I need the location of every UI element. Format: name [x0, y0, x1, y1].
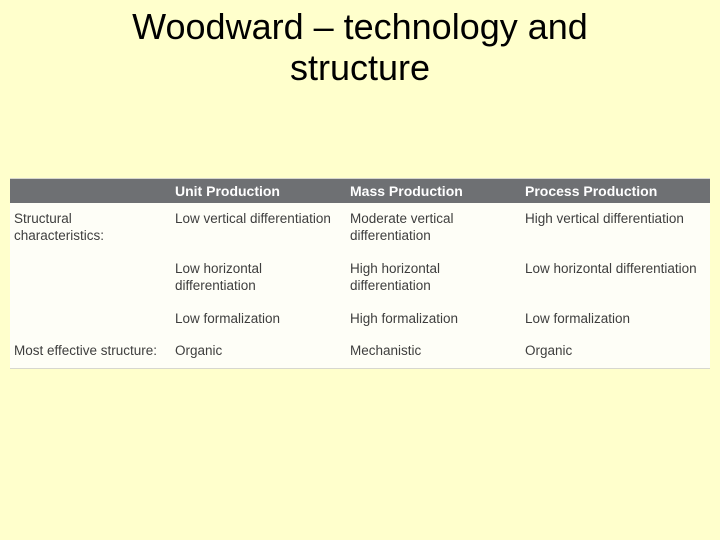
header-process: Process Production	[521, 179, 710, 203]
slide-title: Woodward – technology and structure	[0, 0, 720, 89]
header-mass: Mass Production	[346, 179, 521, 203]
table-row: Low formalization High formalization Low…	[10, 303, 710, 336]
table-row: Low horizontal differentiation High hori…	[10, 253, 710, 303]
row-label-empty	[10, 303, 171, 336]
cell: High horizontal differentiation	[346, 253, 521, 303]
row-label-empty	[10, 253, 171, 303]
table-container: Unit Production Mass Production Process …	[10, 178, 710, 369]
cell: High formalization	[346, 303, 521, 336]
cell: Low formalization	[171, 303, 346, 336]
header-unit: Unit Production	[171, 179, 346, 203]
woodward-table: Unit Production Mass Production Process …	[10, 179, 710, 369]
row-label-effective: Most effective structure:	[10, 335, 171, 368]
cell: Low horizontal differentiation	[521, 253, 710, 303]
header-blank	[10, 179, 171, 203]
cell: Organic	[521, 335, 710, 368]
cell: Mechanistic	[346, 335, 521, 368]
table-row: Most effective structure: Organic Mechan…	[10, 335, 710, 368]
title-line-1: Woodward – technology and	[132, 6, 588, 47]
slide: Woodward – technology and structure Unit…	[0, 0, 720, 540]
table-row: Structural characteristics: Low vertical…	[10, 203, 710, 253]
cell: Low vertical differentiation	[171, 203, 346, 253]
cell: Moderate vertical differentiation	[346, 203, 521, 253]
title-line-2: structure	[290, 47, 430, 88]
cell: High vertical differentiation	[521, 203, 710, 253]
cell: Organic	[171, 335, 346, 368]
cell: Low formalization	[521, 303, 710, 336]
cell: Low horizontal differentiation	[171, 253, 346, 303]
table-header-row: Unit Production Mass Production Process …	[10, 179, 710, 203]
row-label-structural: Structural characteristics:	[10, 203, 171, 253]
